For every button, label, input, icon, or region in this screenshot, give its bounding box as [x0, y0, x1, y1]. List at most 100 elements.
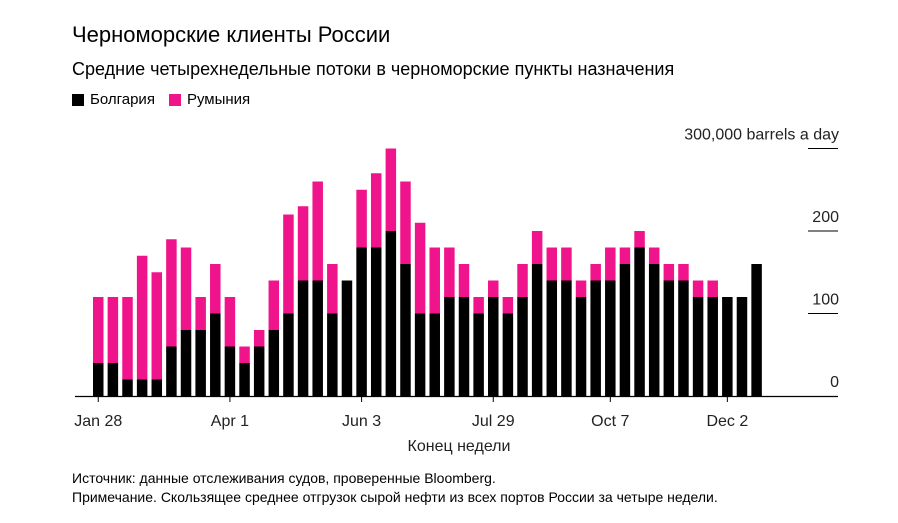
x-tick-label: Apr 1	[211, 413, 249, 430]
bar-romania	[575, 280, 587, 297]
x-axis-label: Конец недели	[407, 438, 511, 455]
bar-romania	[356, 189, 367, 248]
bar-romania	[590, 264, 601, 281]
bar-romania	[429, 247, 440, 314]
bar-bulgaria	[107, 363, 119, 396]
bar-romania	[210, 264, 221, 314]
bar-romania	[444, 247, 455, 297]
bar-bulgaria	[648, 264, 660, 396]
bar-romania	[546, 247, 558, 281]
bar-bulgaria	[166, 346, 177, 396]
bar-bulgaria	[136, 379, 148, 396]
bar-romania	[473, 297, 484, 314]
bar-bulgaria	[458, 297, 470, 396]
bar-bulgaria	[619, 264, 631, 396]
bar-bulgaria	[517, 297, 528, 396]
bar-bulgaria	[122, 379, 133, 396]
legend-label-bulgaria: Болгария	[90, 91, 155, 108]
bar-romania	[151, 272, 163, 380]
x-tick-label: Jul 29	[472, 413, 515, 430]
legend-swatch-bulgaria	[72, 93, 84, 106]
bar-bulgaria	[400, 264, 411, 396]
bar-romania	[136, 255, 148, 380]
bar-romania	[707, 280, 718, 297]
bar-romania	[531, 231, 543, 264]
bar-bulgaria	[195, 330, 206, 396]
x-tick-label: Jan 28	[74, 413, 122, 430]
bar-bulgaria	[180, 330, 192, 396]
y-tick-label-300: 300,000 barrels a day	[684, 127, 839, 144]
bar-bulgaria	[327, 313, 338, 396]
bar-bulgaria	[502, 313, 514, 396]
bar-romania	[166, 239, 177, 347]
bar-romania	[458, 264, 470, 297]
bar-romania	[224, 297, 236, 347]
bar-romania	[297, 206, 309, 281]
bar-romania	[488, 280, 499, 297]
bar-bulgaria	[210, 313, 221, 396]
bar-romania	[122, 297, 133, 380]
bar-bulgaria	[751, 264, 762, 396]
bar-romania	[385, 148, 397, 231]
bar-bulgaria	[531, 264, 543, 396]
bar-bulgaria	[546, 280, 558, 396]
bar-romania	[239, 346, 250, 363]
legend-item-romania: Румыния	[168, 91, 251, 108]
bar-romania	[663, 264, 675, 281]
bar-romania	[619, 247, 631, 264]
bar-bulgaria	[253, 346, 265, 396]
bar-bulgaria	[414, 313, 426, 396]
bar-romania	[561, 247, 572, 281]
bar-bulgaria	[341, 280, 353, 396]
bar-romania	[400, 181, 411, 264]
bar-romania	[327, 264, 338, 314]
bar-romania	[253, 330, 265, 347]
bar-romania	[195, 297, 206, 330]
bar-bulgaria	[224, 346, 236, 396]
bar-romania	[692, 280, 704, 297]
bar-bulgaria	[444, 297, 455, 396]
bar-romania	[605, 247, 616, 281]
note-text: Примечание. Скользящее среднее отгрузок …	[72, 489, 718, 505]
bar-romania	[634, 231, 645, 248]
bar-bulgaria	[370, 247, 382, 396]
x-tick-label: Oct 7	[591, 413, 629, 430]
bar-romania	[648, 247, 660, 264]
bar-bulgaria	[575, 297, 587, 396]
y-tick-label-0: 0	[830, 374, 839, 391]
bar-romania	[180, 247, 192, 330]
bar-romania	[414, 222, 426, 314]
bar-bulgaria	[707, 297, 718, 396]
bar-bulgaria	[561, 280, 572, 396]
legend-swatch-romania	[168, 93, 181, 106]
bar-bulgaria	[663, 280, 675, 396]
bar-romania	[678, 264, 689, 281]
bar-romania	[312, 181, 323, 281]
y-tick-label-200: 200	[812, 209, 839, 226]
bar-romania	[107, 297, 119, 363]
bar-bulgaria	[473, 313, 484, 396]
bar-bulgaria	[297, 280, 309, 396]
y-tick-label-100: 100	[812, 292, 839, 309]
bar-bulgaria	[356, 247, 367, 396]
bar-bulgaria	[722, 297, 733, 396]
legend-label-romania: Румыния	[186, 91, 251, 108]
bar-bulgaria	[268, 330, 280, 396]
chart-title: Черноморские клиенты России	[72, 22, 391, 47]
bar-bulgaria	[488, 297, 499, 396]
x-tick-label: Dec 2	[706, 413, 748, 430]
chart-subtitle: Средние четырехнедельные потоки в черном…	[72, 59, 675, 79]
bar-bulgaria	[736, 297, 748, 396]
bar-bulgaria	[283, 313, 294, 396]
bar-romania	[268, 280, 280, 330]
source-text: Источник: данные отслеживания судов, про…	[72, 470, 496, 486]
bar-bulgaria	[429, 313, 440, 396]
bar-bulgaria	[634, 247, 645, 396]
bar-bulgaria	[678, 280, 689, 396]
bar-romania	[517, 264, 528, 297]
bar-bulgaria	[239, 363, 250, 396]
bar-bulgaria	[385, 231, 397, 396]
bar-bulgaria	[312, 280, 323, 396]
legend: Болгария Румыния	[72, 91, 250, 108]
